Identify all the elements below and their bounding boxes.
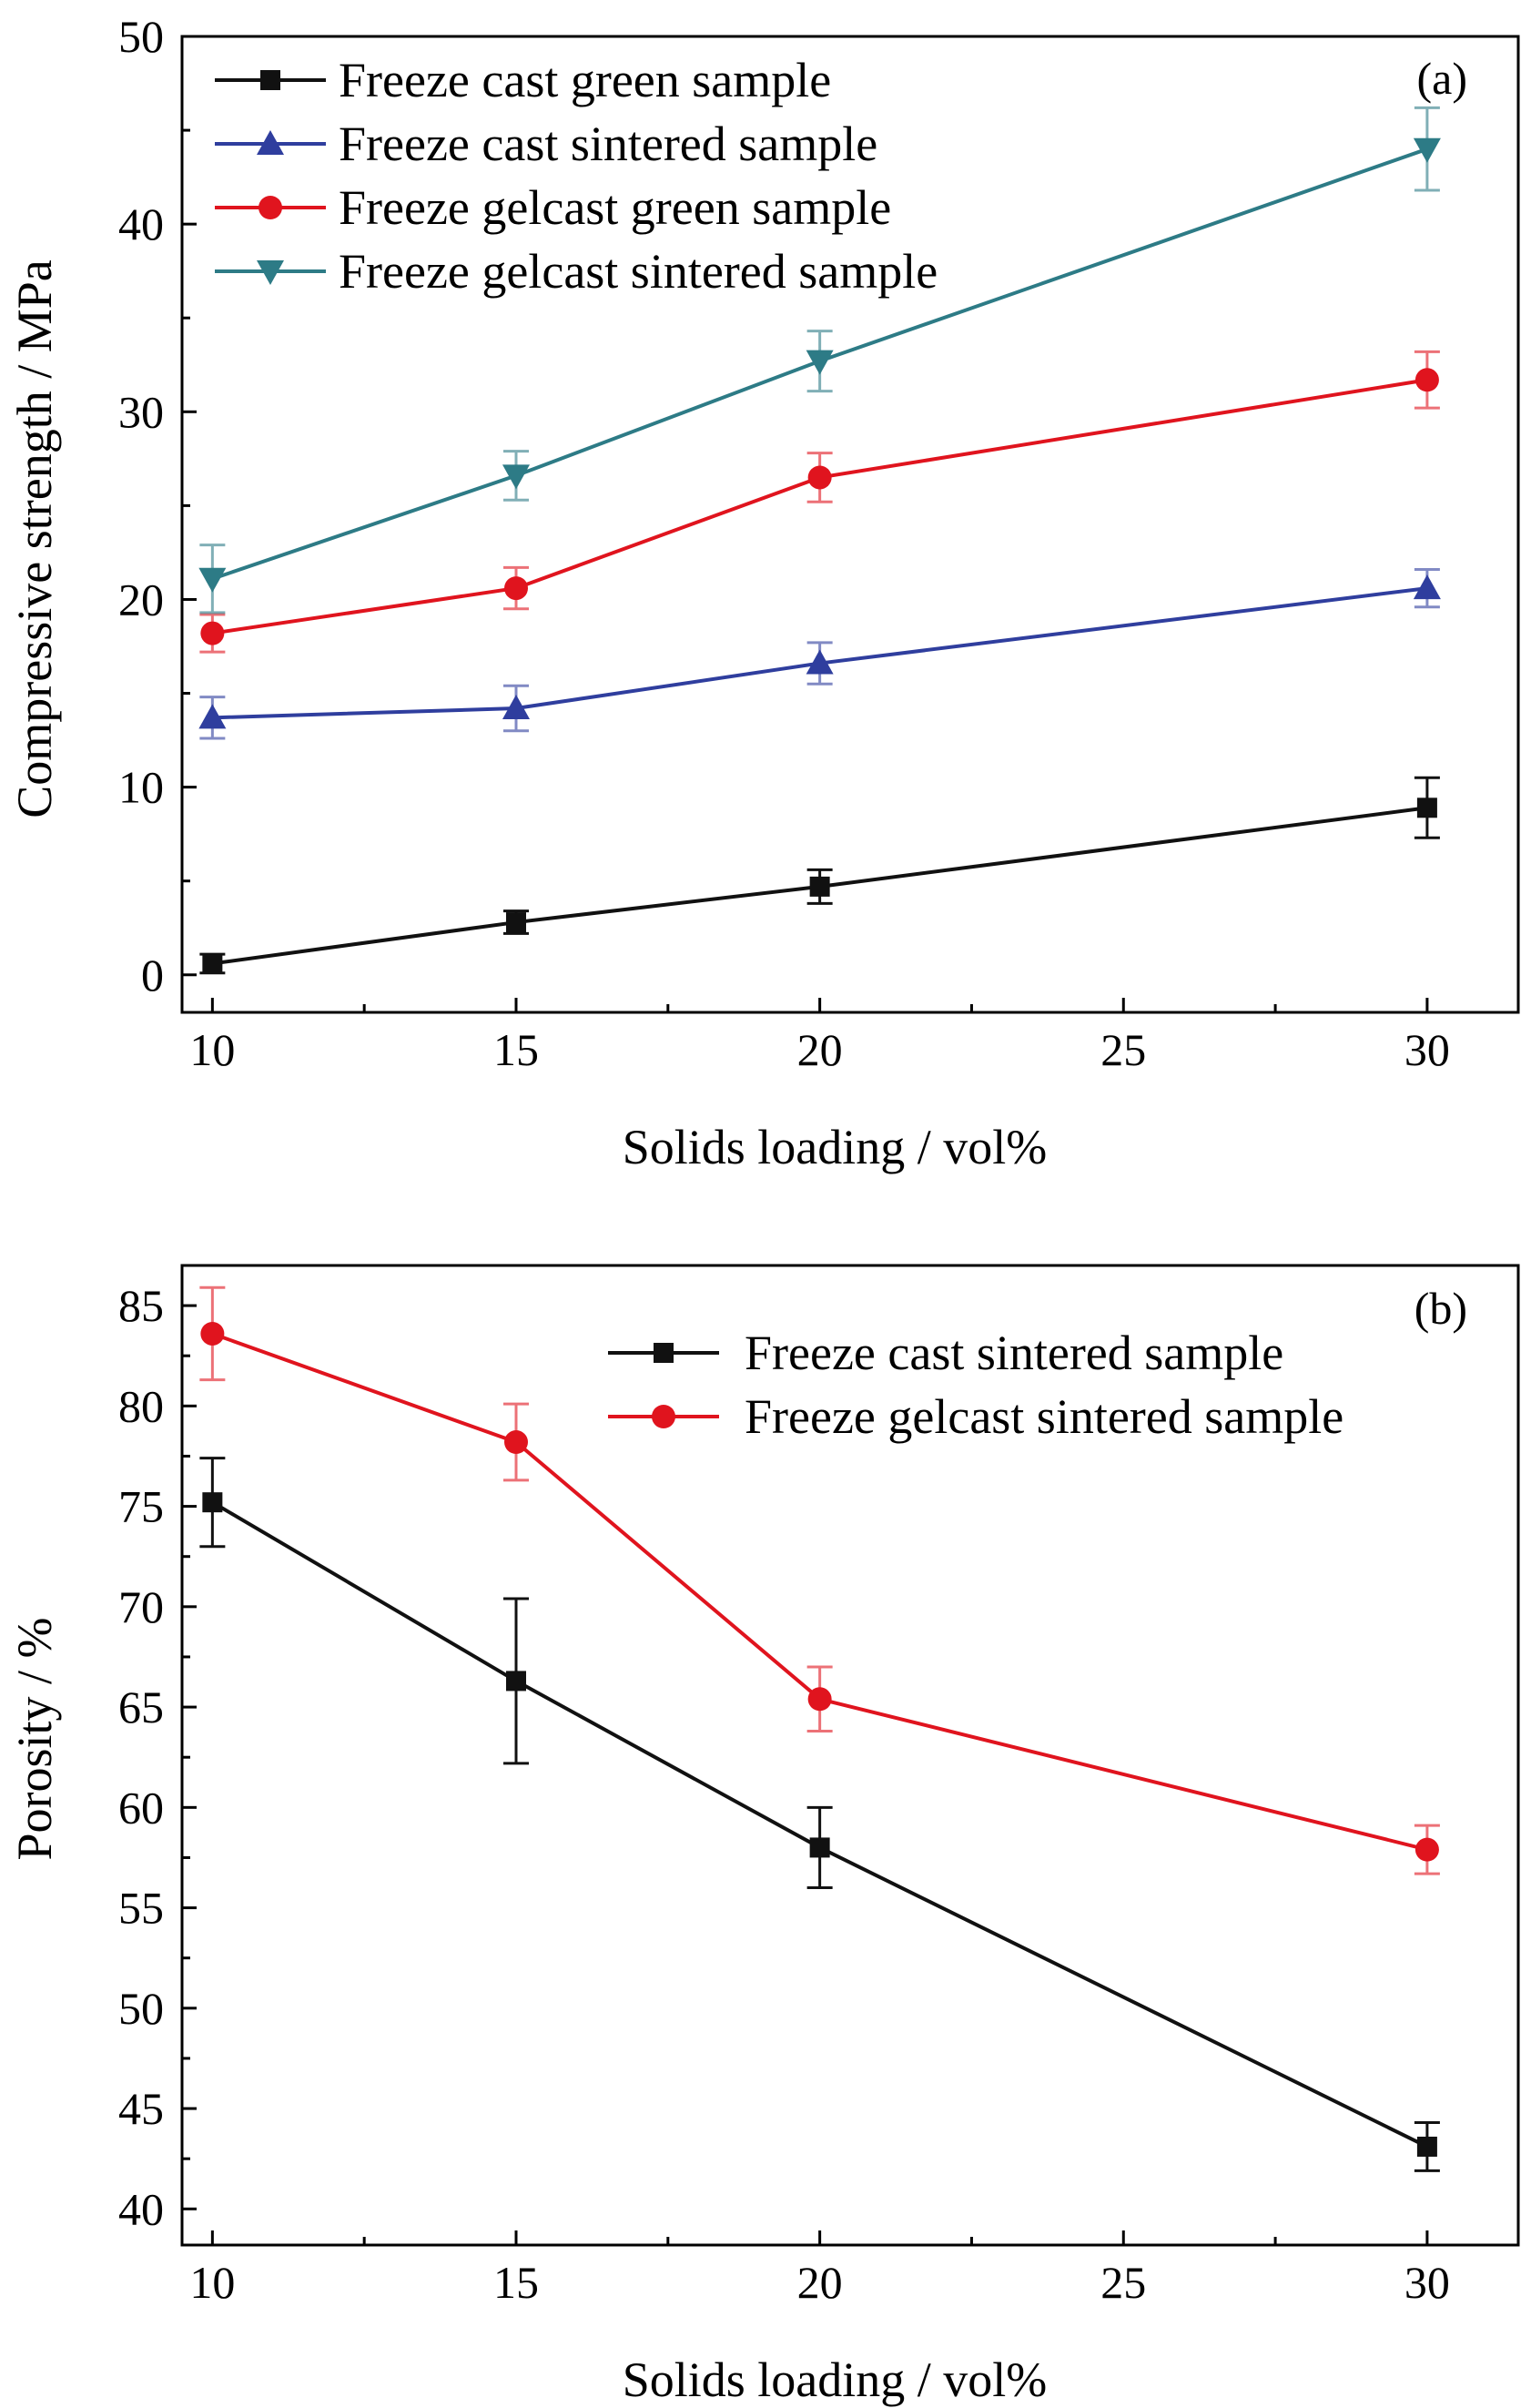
panel-a-tag: (a) xyxy=(1417,53,1468,104)
panel-b-legend-label: Freeze gelcast sintered sample xyxy=(745,1389,1343,1444)
panel-a-series-2 xyxy=(198,567,1441,740)
panel-b-x-tick-label: 20 xyxy=(797,2257,843,2308)
panel-a-y-tick-label: 0 xyxy=(141,950,164,1001)
panel-a-y-tick-label: 10 xyxy=(118,762,164,813)
panel-b-x-tick-label: 25 xyxy=(1100,2257,1146,2308)
panel-b-legend-swatch-marker xyxy=(654,1343,674,1363)
panel-a-y-tick-label: 40 xyxy=(118,198,164,249)
panel-a-series-3-point xyxy=(1414,368,1439,392)
panel-b-series-2-line xyxy=(211,1332,1428,1852)
panel-a-x-tick-label: 15 xyxy=(493,1024,539,1075)
panel-a-series-3-point xyxy=(807,465,832,490)
panel-b-tag: (b) xyxy=(1414,1283,1467,1334)
panel-a-x-tick-label: 25 xyxy=(1100,1024,1146,1075)
panel-b-y-tick-label: 40 xyxy=(118,2183,164,2234)
panel-a: (a) Solids loading / vol% Compressive st… xyxy=(7,53,1467,1174)
panel-a-series-2-point xyxy=(1413,574,1441,600)
panel-b-series-2-point xyxy=(504,1430,528,1455)
panel-a-x-tick-label: 10 xyxy=(189,1024,235,1075)
panel-b-y-axis-label: Porosity / % xyxy=(7,1617,62,1860)
panel-b-x-axis-label: Solids loading / vol% xyxy=(623,2352,1048,2407)
panel-a-legend-label: Freeze gelcast sintered sample xyxy=(339,244,938,299)
panel-a-series-1-point xyxy=(1416,798,1437,818)
panel-b-series-2-point xyxy=(807,1687,832,1712)
panel-a-series-4 xyxy=(198,106,1441,615)
panel-a-series-2-point xyxy=(198,704,227,729)
panel-b-y-tick-label: 75 xyxy=(118,1481,164,1532)
panel-b-y-tick-label: 45 xyxy=(118,2083,164,2134)
panel-a-series-4-point xyxy=(502,464,530,490)
panel-a-legend-swatch-marker xyxy=(257,130,284,155)
panel-a-series-1-point xyxy=(809,876,830,897)
panel-b-y-tick-label: 55 xyxy=(118,1883,164,1934)
panel-b-x-tick-label: 15 xyxy=(493,2257,539,2308)
panel-a-legend-swatch-marker xyxy=(257,260,284,285)
panel-a-y-tick-label: 30 xyxy=(118,386,164,437)
panel-a-plot: 10 15 20 25 30 0 10 20 30 40 50 Freeze cast green s… xyxy=(118,11,1520,1075)
panel-a-legend-swatch-marker xyxy=(259,196,282,219)
panel-a-series-4-point xyxy=(806,350,834,375)
panel-a-series-3-point xyxy=(504,576,528,601)
panel-b-series-2 xyxy=(199,1285,1440,1875)
panel-a-plot-frame xyxy=(180,35,1520,1014)
panel-b-y-tick-label: 85 xyxy=(118,1280,164,1331)
panel-a-series-3-point xyxy=(200,621,225,645)
panel-a-series-3 xyxy=(199,350,1440,654)
panel-a-series-3-line xyxy=(212,378,1428,635)
panel-a-series-1-point xyxy=(202,953,223,974)
panel-a-series-2-point xyxy=(806,649,834,675)
panel-b-series-1-point xyxy=(506,1671,526,1692)
panel-a-legend-item-3: Freeze gelcast green sample xyxy=(215,180,891,235)
panel-a-series-4-point xyxy=(1413,137,1441,163)
panel-b-x-tick-label: 30 xyxy=(1404,2257,1450,2308)
panel-b-plot-frame xyxy=(180,1264,1520,2247)
panel-b-series-1-line xyxy=(211,1500,1428,2149)
panel-a-legend-item-4: Freeze gelcast sintered sample xyxy=(215,244,938,299)
panel-a-legend-item-2: Freeze cast sintered sample xyxy=(215,117,877,171)
panel-a-legend-label: Freeze gelcast green sample xyxy=(339,180,891,235)
panel-b-series-2-point xyxy=(1414,1837,1439,1862)
panel-b-y-tick-label: 70 xyxy=(118,1581,164,1632)
panel-b-y-tick-label: 65 xyxy=(118,1682,164,1732)
panel-b-legend-label: Freeze cast sintered sample xyxy=(745,1326,1283,1380)
panel-a-series-2-point xyxy=(502,695,530,720)
panel-a-series-1 xyxy=(199,776,1440,975)
panel-a-x-tick-label: 30 xyxy=(1404,1024,1450,1075)
panel-b-legend-item-1: Freeze cast sintered sample xyxy=(608,1326,1283,1380)
panel-a-series-1-line xyxy=(212,806,1428,966)
panel-a-legend-item-1: Freeze cast green sample xyxy=(215,53,831,107)
panel-b-series-1 xyxy=(199,1457,1440,2172)
panel-b-y-tick-label: 80 xyxy=(118,1380,164,1431)
panel-a-y-tick-label: 20 xyxy=(118,574,164,625)
panel-b-series-2-point xyxy=(200,1321,225,1346)
panel-a-y-tick-label: 50 xyxy=(118,11,164,62)
panel-b-legend-item-2: Freeze gelcast sintered sample xyxy=(608,1389,1343,1444)
panel-a-series-4-point xyxy=(198,567,227,593)
panel-b-y-tick-label: 60 xyxy=(118,1782,164,1833)
panel-a-x-axis-label: Solids loading / vol% xyxy=(623,1120,1048,1174)
panel-a-x-tick-label: 20 xyxy=(797,1024,843,1075)
panel-a-y-axis-label: Compressive strength / MPa xyxy=(7,259,62,818)
panel-b-series-1-point xyxy=(1416,2136,1437,2157)
panel-b-series-1-point xyxy=(809,1837,830,1858)
panel-b-x-tick-label: 10 xyxy=(189,2257,235,2308)
panel-b-series-1-point xyxy=(202,1492,223,1513)
panel-a-legend-label: Freeze cast sintered sample xyxy=(339,117,877,171)
panel-a-series-4-line xyxy=(211,147,1428,581)
panel-a-legend-swatch-marker xyxy=(260,70,280,90)
panel-b-plot: 10 15 20 25 30 40 45 50 55 60 65 70 75 80 85 Freeze cas… xyxy=(118,1264,1520,2308)
panel-b-legend-swatch-marker xyxy=(652,1405,675,1428)
panel-a-legend-label: Freeze cast green sample xyxy=(339,53,831,107)
panel-a-series-2-line xyxy=(212,586,1428,720)
panel-b-y-tick-label: 50 xyxy=(118,1983,164,2034)
panel-a-series-1-point xyxy=(506,912,526,933)
panel-b: (b) Solids loading / vol% Porosity / % xyxy=(7,1283,1467,2407)
